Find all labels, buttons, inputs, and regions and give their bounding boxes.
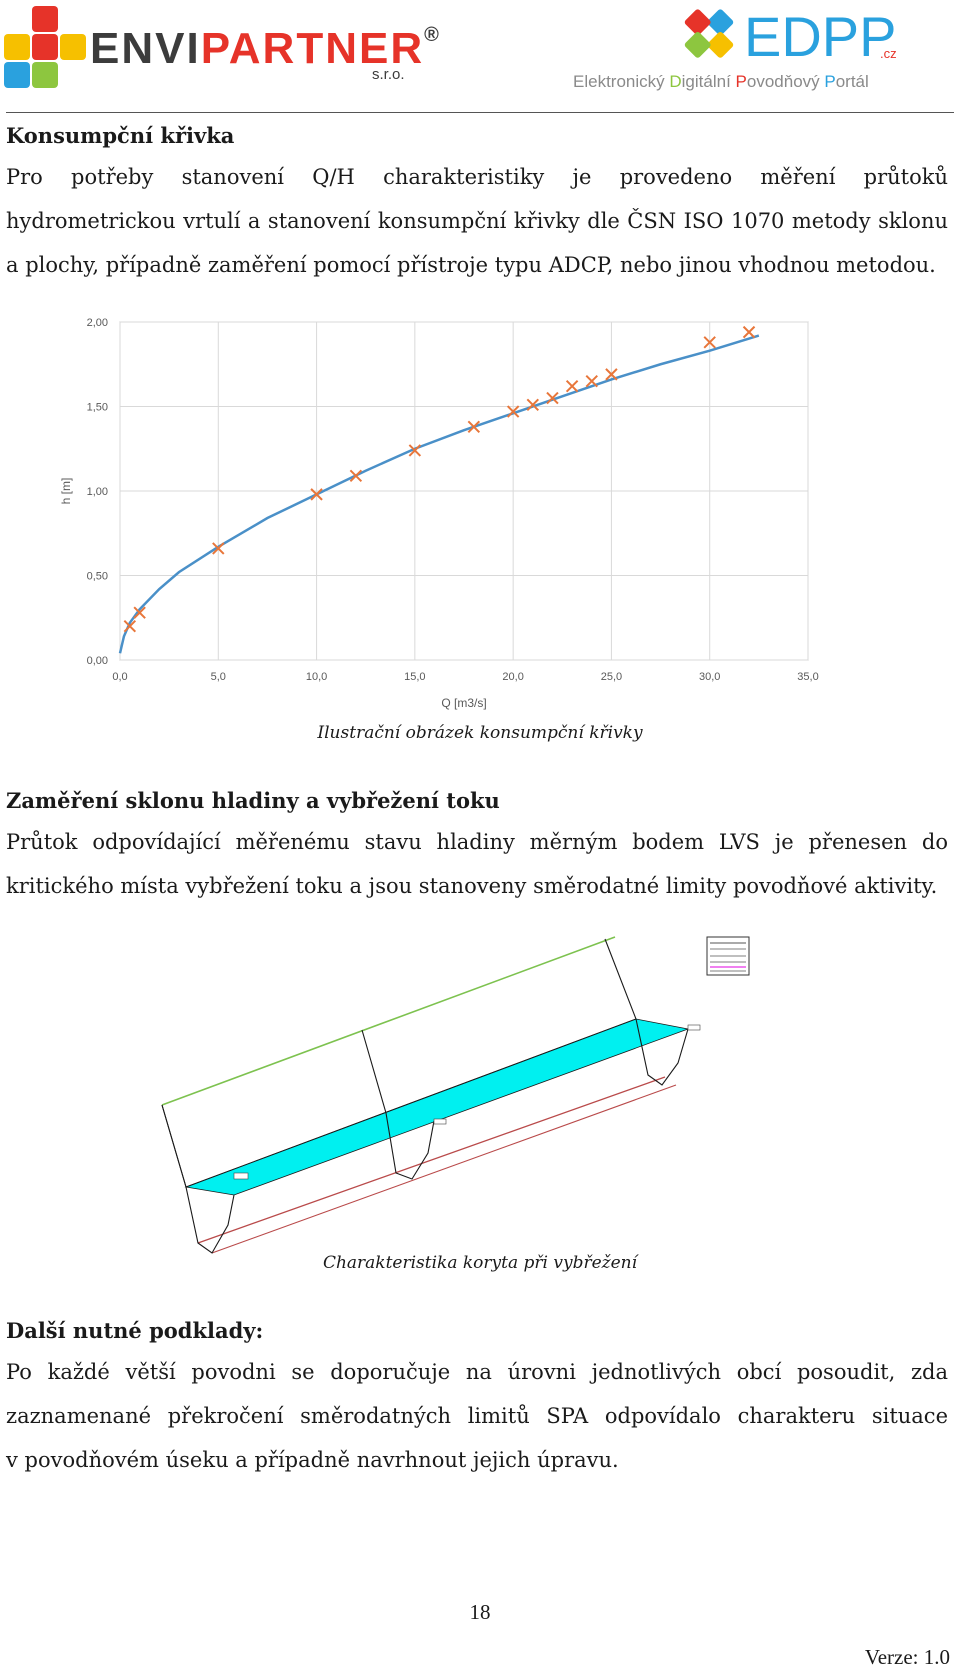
measurement-point-marker: [310, 488, 323, 501]
y-tick-label: 0,50: [87, 571, 108, 583]
paragraph-line: zaznamenané překročení směrodatných limi…: [6, 1404, 948, 1428]
measurement-point-marker: [212, 542, 225, 555]
measurement-point-marker: [408, 444, 422, 457]
edpp-logo-wordmark: EDPP: [744, 5, 897, 68]
page-header: ENVIPARTNER® s.r.o. EDPP .cz Elektronick…: [0, 0, 960, 118]
x-tick-label: 15,0: [404, 671, 425, 683]
measurement-point-marker: [506, 405, 520, 418]
y-tick-label: 1,00: [87, 486, 108, 498]
paragraph-line: kritického místa vybřežení toku a jsou s…: [6, 874, 938, 898]
measurement-point-marker: [565, 380, 579, 393]
page-number: 18: [469, 1600, 491, 1624]
x-axis-label: Q [m3/s]: [441, 696, 486, 710]
version-label: Verze: 1.0: [864, 1645, 950, 1669]
measurement-point-marker: [467, 420, 481, 433]
y-tick-label: 0,00: [87, 655, 108, 667]
measurement-point-marker: [742, 325, 756, 339]
edpp-tagline: Elektronický Digitální Povodňový Portál: [573, 72, 869, 91]
y-axis-label: h [m]: [59, 478, 73, 505]
measurement-point-marker: [349, 469, 363, 482]
paragraph-line: a plochy, případně zaměření pomocí příst…: [6, 253, 936, 277]
measurement-point-marker: [605, 368, 618, 381]
section1-paragraph: Pro potřeby stanovení Q/H charakteristik…: [6, 155, 948, 287]
measurement-point-marker: [133, 606, 146, 619]
measurement-point-marker: [703, 336, 716, 349]
y-tick-label: 1,50: [87, 402, 108, 414]
paragraph-line: Pro potřeby stanovení Q/H charakteristik…: [6, 165, 948, 189]
section-title-bank-overflow: Zaměření sklonu hladiny a vybřežení toku: [6, 788, 500, 813]
measurement-point-marker: [585, 374, 598, 388]
x-tick-label: 10,0: [306, 671, 327, 683]
edpp-logo-domain: .cz: [880, 46, 897, 61]
y-tick-label: 2,00: [87, 317, 108, 329]
envipartner-logo-mark: [4, 6, 86, 88]
paragraph-line: Průtok odpovídající měřenému stavu hladi…: [6, 830, 948, 854]
measurement-point-marker: [546, 391, 559, 405]
paragraph-line: v povodňovém úseku a případně navrhnout …: [6, 1448, 619, 1472]
x-tick-label: 35,0: [797, 671, 818, 683]
envipartner-logo-wordmark: ENVIPARTNER®: [90, 24, 441, 73]
section3-paragraph: Po každé větší povodni se doporučuje na …: [6, 1350, 948, 1482]
header-divider: [6, 112, 954, 113]
paragraph-line: hydrometrickou vrtulí a stanovení konsum…: [6, 209, 948, 233]
envipartner-logo-suffix: s.r.o.: [372, 66, 405, 83]
figure-caption-rating-curve: Ilustrační obrázek konsumpční křivky: [317, 723, 643, 743]
section2-paragraph: Průtok odpovídající měřenému stavu hladi…: [6, 820, 948, 908]
x-tick-label: 30,0: [699, 671, 720, 683]
channel-overflow-figure: [161, 936, 750, 1254]
measurement-point-marker: [123, 619, 137, 633]
measurement-point-marker: [526, 398, 540, 412]
x-tick-label: 5,0: [211, 671, 226, 683]
rating-curve-chart: 0,0 5,0 10,0 15,0 20,0 25,0 30,0 35,0 0,00 0,50 1,…: [59, 317, 819, 710]
section-title-further-data: Další nutné podklady:: [6, 1318, 264, 1343]
figure-caption-channel: Charakteristika koryta při vybřežení: [322, 1253, 638, 1273]
x-tick-label: 20,0: [502, 671, 523, 683]
x-tick-label: 0,0: [112, 671, 127, 683]
edpp-logo-mark: [684, 9, 734, 58]
paragraph-line: Po každé větší povodni se doporučuje na …: [6, 1360, 948, 1384]
x-tick-label: 25,0: [601, 671, 622, 683]
section-title-rating-curve: Konsumpční křivka: [6, 123, 235, 148]
figure-legend: [706, 936, 750, 976]
